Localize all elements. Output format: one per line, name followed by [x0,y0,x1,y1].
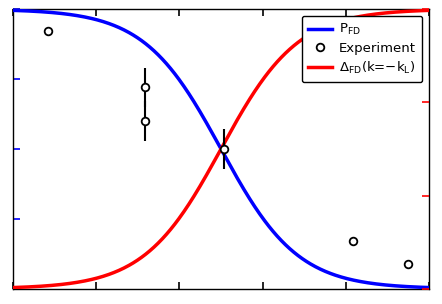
Legend: P$_\mathrm{FD}$, Experiment, $\Delta_\mathrm{FD}$(k=−k$_\mathrm{L}$): P$_\mathrm{FD}$, Experiment, $\Delta_\ma… [301,16,422,82]
